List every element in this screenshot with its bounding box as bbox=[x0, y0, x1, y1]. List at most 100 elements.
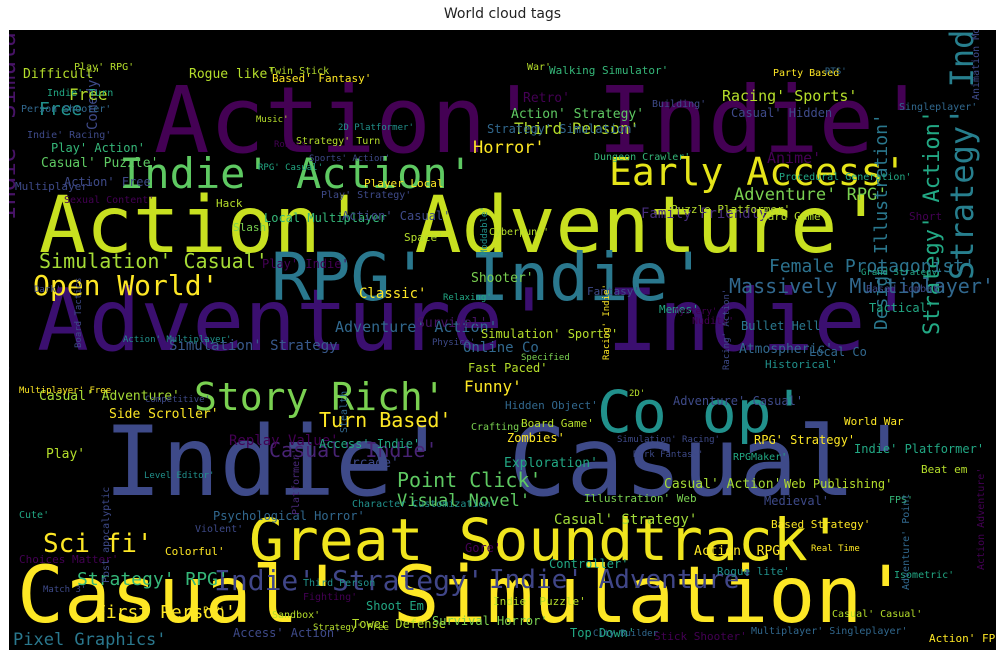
word-cloud-word: Fast Paced' bbox=[468, 361, 547, 375]
word-cloud-word: Action' Adventure' bbox=[39, 181, 884, 271]
word-cloud-word: Cute' bbox=[19, 510, 49, 521]
word-cloud-word: Anime' bbox=[767, 149, 821, 167]
word-cloud-word: Cyberpunk' bbox=[489, 227, 549, 238]
word-cloud-word: Hack bbox=[216, 197, 243, 210]
word-cloud-word: Building' bbox=[652, 99, 706, 110]
word-cloud-word: Animation Modeling' bbox=[971, 30, 982, 100]
word-cloud-word: Short bbox=[909, 210, 942, 223]
word-cloud-word: First Person' bbox=[95, 602, 236, 623]
word-cloud-word: Beat em bbox=[921, 463, 968, 476]
word-cloud-word: Indie' Racing' bbox=[27, 130, 111, 141]
word-cloud-word: RTS' bbox=[825, 67, 847, 77]
word-cloud-word: Adventure' Indie' bbox=[37, 271, 917, 371]
word-cloud-word: Medieval' bbox=[764, 494, 829, 508]
word-cloud-word: Top Down' bbox=[570, 626, 635, 640]
word-cloud-word: Rogue lite' bbox=[717, 565, 790, 578]
word-cloud-word: Music' bbox=[256, 115, 289, 125]
word-cloud-word: Action' Indie' bbox=[154, 67, 929, 174]
word-cloud-word: Adventure' Action' bbox=[335, 318, 498, 336]
word-cloud-word: Gore' bbox=[465, 541, 501, 555]
word-cloud-word: Play' Strategy' bbox=[321, 190, 411, 201]
word-cloud-word: Open World' bbox=[33, 269, 218, 302]
word-cloud-canvas: Action' Indie' Action' Adventure' Adventur… bbox=[9, 30, 996, 650]
word-cloud-word: Funny' bbox=[464, 377, 522, 396]
word-cloud-word: RPG' Strategy' bbox=[754, 433, 855, 447]
word-cloud-word: Racing' Indie' bbox=[602, 284, 612, 360]
word-cloud-word: Procedural Generation' bbox=[779, 172, 911, 183]
word-cloud-word: Psychological Horror' bbox=[213, 509, 365, 523]
word-cloud-word: Player Local bbox=[364, 177, 443, 190]
word-cloud-word: Family Friendly' bbox=[641, 206, 776, 222]
word-cloud-word: Dark Fantasy' bbox=[633, 450, 703, 460]
word-cloud-word: Controller' bbox=[549, 557, 628, 571]
word-cloud-word: Co op' bbox=[597, 378, 807, 446]
word-cloud-word: Moddable' bbox=[480, 206, 490, 255]
word-cloud-word: Grand Strategy' bbox=[861, 268, 942, 278]
word-cloud-word: Platformer' bbox=[291, 449, 302, 515]
word-cloud-word: Play' Action' bbox=[51, 141, 145, 155]
word-cloud-word: Classic' bbox=[359, 286, 426, 302]
word-cloud-word: Arcade' bbox=[344, 456, 399, 471]
word-cloud-word: Play' Indie' bbox=[262, 257, 349, 271]
word-cloud-word: Play' RPG' bbox=[74, 62, 134, 73]
word-cloud-word: Female Protagonist' bbox=[769, 256, 975, 277]
word-cloud-word: Adventure' Point bbox=[901, 494, 912, 590]
word-cloud-word: Sci fi' bbox=[43, 529, 153, 559]
word-cloud-word: Based Strategy' bbox=[771, 518, 870, 531]
word-cloud-word: Card Game' bbox=[761, 210, 827, 223]
word-cloud-word: Simulation' Indie' bbox=[9, 265, 14, 460]
word-cloud-word: Illustration' Web bbox=[584, 492, 697, 505]
word-cloud-word: Casual' Action' bbox=[664, 477, 781, 492]
word-cloud-word: Slash' bbox=[233, 221, 273, 234]
word-cloud-word: Board Tactics bbox=[74, 278, 84, 348]
word-cloud-word: Free bbox=[39, 99, 82, 120]
word-cloud-word: Action Adventure' bbox=[976, 468, 987, 570]
word-cloud-word: Simulation' Sports' bbox=[481, 327, 618, 341]
word-cloud-word: Action' FPS' bbox=[929, 632, 996, 645]
word-cloud-word: Action' RPG' bbox=[694, 544, 788, 559]
word-cloud-word: Sports' Action' bbox=[309, 154, 390, 164]
word-cloud-word: Mystery' bbox=[674, 307, 717, 317]
word-cloud-word: Stealth bbox=[339, 391, 350, 433]
word-cloud-word: Great Soundtrack' bbox=[249, 506, 843, 574]
word-cloud-word: Physics' bbox=[432, 338, 475, 348]
word-cloud-word: Indie' Strategy' bbox=[214, 564, 484, 597]
word-cloud-word: Comedy' bbox=[85, 71, 101, 130]
word-cloud-word: War' bbox=[527, 62, 551, 73]
word-cloud-word: Choices Matter' bbox=[19, 553, 118, 566]
word-cloud-word: Local Multiplayer bbox=[264, 211, 387, 225]
word-cloud-word: Action' Free bbox=[64, 175, 151, 189]
word-cloud-word: Multiplayer' Free bbox=[19, 386, 111, 396]
word-cloud-word: Third Person bbox=[303, 578, 375, 589]
word-cloud-word: Crafting' bbox=[471, 422, 525, 433]
word-cloud-word: Massively Multiplayer' bbox=[729, 274, 994, 298]
word-cloud-word: Survival' bbox=[417, 316, 487, 331]
word-cloud-word: Party Based bbox=[773, 68, 839, 79]
word-cloud-word: Shooter' bbox=[471, 271, 534, 286]
word-cloud-word: Indie' Adventure' bbox=[489, 565, 755, 595]
word-cloud-word: Sexual Content' bbox=[64, 195, 154, 206]
word-cloud-word: Bullet Hell bbox=[741, 319, 820, 333]
word-cloud-word: Early Access' bbox=[609, 150, 906, 194]
word-cloud-word: Zombies' bbox=[507, 431, 565, 445]
word-cloud-word: Stick Shooter' bbox=[654, 630, 747, 643]
word-cloud-word: Local Co bbox=[809, 345, 867, 359]
word-cloud-word: Person Shooter' bbox=[21, 104, 111, 115]
word-cloud-word: Relaxing' bbox=[443, 293, 492, 303]
word-cloud-word: PvP' bbox=[203, 606, 225, 616]
word-cloud-word: Indie' Casual' bbox=[104, 406, 913, 518]
word-cloud-word: Based' Fantasy' bbox=[272, 72, 371, 85]
word-cloud-word: Action' Multiplayer' bbox=[123, 335, 231, 345]
word-cloud-word: Turn Based' bbox=[319, 408, 451, 432]
word-cloud-word: Level Editor' bbox=[144, 471, 214, 481]
word-cloud-word: Strategy' Turn bbox=[296, 136, 380, 147]
word-cloud-word: Colorful' bbox=[165, 545, 225, 558]
word-cloud-word: Adventure' Casual' bbox=[673, 394, 803, 408]
word-cloud-word: Nudity' bbox=[692, 316, 734, 327]
word-cloud-word: Sandbox' bbox=[272, 610, 320, 621]
word-cloud-word: Match 3' bbox=[43, 585, 86, 595]
word-cloud-word: Historical' bbox=[765, 358, 838, 371]
word-cloud-word: Play' bbox=[46, 447, 85, 462]
word-cloud-word: Multiplayer' Singleplayer' bbox=[751, 626, 908, 637]
word-cloud-word: Indie' Turn bbox=[47, 88, 113, 99]
